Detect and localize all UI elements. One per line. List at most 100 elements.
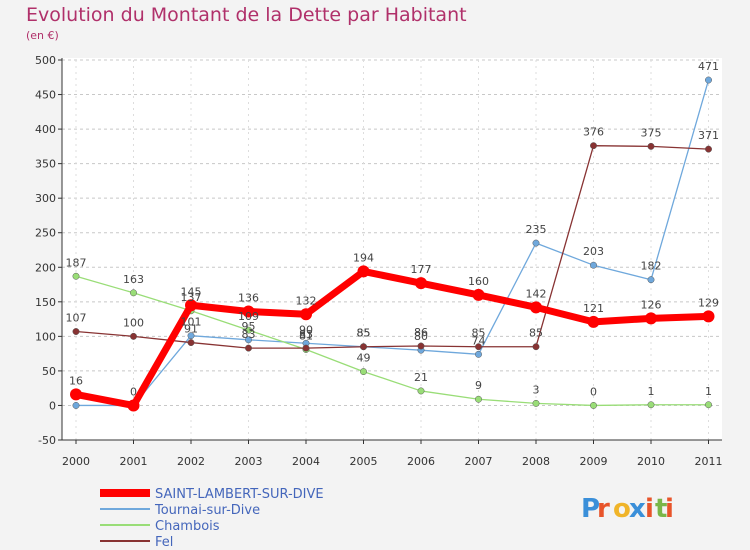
data-label: 100 — [123, 316, 144, 329]
data-point — [590, 142, 597, 150]
data-label: 182 — [641, 260, 662, 273]
y-tick-label: 100 — [35, 330, 56, 343]
logo-letter: o — [613, 494, 631, 524]
y-tick-label: 500 — [35, 54, 56, 67]
data-label: 187 — [66, 256, 87, 269]
data-point — [245, 326, 252, 334]
data-label: 145 — [181, 285, 202, 298]
data-label: 376 — [583, 126, 604, 139]
data-point — [417, 387, 425, 395]
y-tick-label: 200 — [35, 261, 56, 274]
x-tick-label: 2005 — [350, 455, 378, 468]
legend-label-2: Chambois — [155, 519, 220, 534]
data-label: 129 — [698, 296, 719, 309]
x-tick-label: 2000 — [62, 455, 90, 468]
chart-unit: (en €) — [26, 29, 59, 42]
data-point — [472, 288, 485, 301]
series-line-2 — [75, 275, 710, 407]
data-point — [360, 368, 367, 376]
legend-label-3: Fel — [155, 535, 173, 550]
logo-letter: x — [629, 494, 646, 524]
data-point — [532, 239, 540, 247]
data-label: 16 — [69, 374, 83, 387]
data-label: 0 — [130, 385, 137, 398]
data-label: 3 — [533, 383, 540, 396]
data-label: 109 — [238, 310, 259, 323]
data-point — [702, 310, 715, 323]
data-point — [475, 395, 482, 403]
data-label: 203 — [583, 245, 604, 258]
data-point — [647, 401, 655, 409]
data-point — [127, 399, 140, 412]
logo-letter: i — [645, 494, 654, 524]
y-tick-label: 250 — [35, 227, 56, 240]
data-label: 74 — [472, 334, 486, 347]
x-tick-label: 2009 — [580, 455, 608, 468]
data-point — [300, 308, 312, 321]
data-label: 1 — [705, 385, 712, 398]
data-point — [645, 312, 657, 325]
data-point — [647, 276, 655, 284]
data-point — [532, 399, 540, 407]
data-point — [130, 332, 137, 340]
data-label: 136 — [238, 291, 259, 304]
data-label: 142 — [526, 287, 547, 300]
x-tick-label: 2001 — [120, 455, 148, 468]
data-label: 137 — [181, 291, 202, 304]
data-point — [705, 145, 712, 153]
data-label: 160 — [468, 275, 489, 288]
data-label: 163 — [123, 273, 144, 286]
x-tick-label: 2007 — [465, 455, 493, 468]
data-point — [705, 76, 712, 84]
x-tick-label: 2010 — [637, 455, 665, 468]
data-label: 85 — [357, 327, 371, 340]
data-point — [532, 343, 540, 351]
data-label: 83 — [242, 328, 256, 341]
data-point — [185, 299, 197, 312]
y-tick-label: 0 — [49, 399, 56, 412]
x-tick-label: 2002 — [177, 455, 205, 468]
x-tick-label: 2008 — [522, 455, 550, 468]
y-tick-label: 150 — [35, 296, 56, 309]
x-tick-label: 2011 — [695, 455, 723, 468]
data-point — [360, 343, 367, 351]
data-point — [530, 301, 542, 314]
data-point — [242, 305, 255, 318]
data-point — [187, 339, 195, 347]
data-point — [705, 401, 712, 409]
data-label: 371 — [698, 129, 719, 142]
y-tick-label: 50 — [42, 365, 56, 378]
data-label: 1 — [648, 385, 655, 398]
chart-title: Evolution du Montant de la Dette par Hab… — [26, 4, 467, 26]
data-label: 21 — [414, 371, 428, 384]
data-label: 83 — [299, 328, 313, 341]
x-tick-label: 2006 — [407, 455, 435, 468]
x-tick-label: 2003 — [235, 455, 263, 468]
logo-letter: i — [665, 494, 674, 524]
data-label: 107 — [66, 312, 87, 325]
series-line-1 — [75, 79, 710, 407]
data-label: 95 — [242, 320, 256, 333]
data-label: 0 — [590, 385, 597, 398]
logo-letter: r — [597, 494, 610, 524]
data-point — [590, 402, 597, 409]
series-line-0 — [72, 267, 712, 409]
data-label: 81 — [299, 329, 313, 342]
data-point — [415, 277, 427, 290]
data-label: 91 — [184, 323, 198, 336]
data-point — [590, 261, 597, 269]
data-label: 235 — [526, 223, 547, 236]
y-tick-label: 300 — [35, 192, 56, 205]
data-label: 9 — [475, 379, 482, 392]
series-line-3 — [75, 145, 710, 349]
data-label: 85 — [529, 327, 543, 340]
data-label: 126 — [641, 298, 662, 311]
data-point — [187, 332, 195, 340]
legend-label-0: SAINT-LAMBERT-SUR-DIVE — [155, 487, 324, 502]
y-tick-label: 450 — [35, 89, 56, 102]
data-point — [72, 272, 80, 280]
logo-letter: P — [581, 494, 600, 524]
data-label: 49 — [357, 352, 371, 365]
plot-area — [62, 58, 722, 440]
